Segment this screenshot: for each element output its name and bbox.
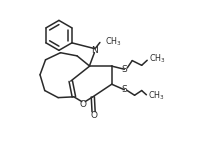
Text: N: N (91, 46, 98, 55)
Text: CH$_3$: CH$_3$ (148, 90, 165, 102)
Text: S: S (122, 85, 127, 94)
Text: S: S (122, 65, 127, 74)
Text: CH$_3$: CH$_3$ (149, 53, 166, 65)
Text: O: O (90, 111, 97, 120)
Text: O: O (80, 100, 87, 109)
Text: CH$_3$: CH$_3$ (105, 35, 122, 48)
